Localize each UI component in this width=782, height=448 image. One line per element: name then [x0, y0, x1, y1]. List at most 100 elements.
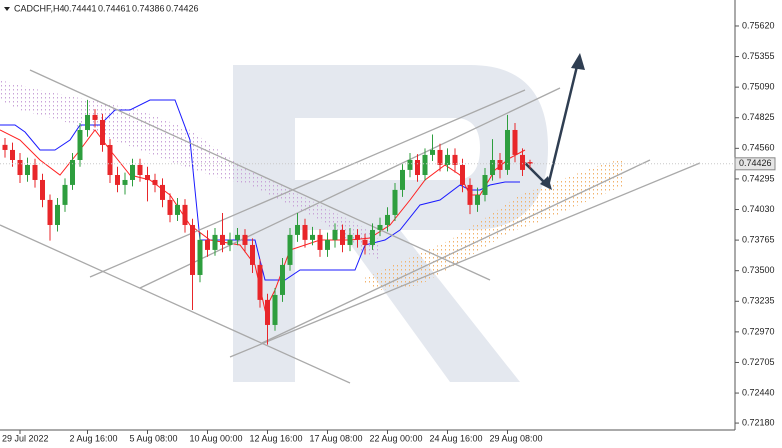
- forecast-arrow: [524, 53, 585, 190]
- candle-body: [175, 204, 180, 215]
- candle-body: [482, 175, 488, 195]
- watermark: [233, 65, 548, 382]
- candle-body: [25, 164, 30, 176]
- candle-body: [220, 234, 225, 245]
- candle-body: [77, 129, 83, 160]
- candle-body: [355, 234, 360, 240]
- candle-body: [190, 224, 195, 275]
- x-tick-label: 22 Aug 00:00: [370, 433, 423, 443]
- candle-body: [467, 184, 473, 205]
- candle-body: [527, 162, 533, 164]
- open-value: 0.74441: [64, 3, 97, 13]
- candle-body: [250, 244, 255, 265]
- plot: [2, 99, 533, 345]
- candle-body: [227, 239, 233, 245]
- y-tick-label: 0.72705: [742, 357, 775, 367]
- candle-body: [130, 164, 135, 180]
- candle-body: [347, 234, 353, 245]
- candle-body: [310, 234, 315, 240]
- candle-body: [70, 159, 75, 185]
- symbol: CADCHF,H4: [14, 3, 65, 13]
- candle-body: [242, 234, 248, 245]
- candle-body: [400, 169, 405, 190]
- low-value: 0.74386: [132, 3, 165, 13]
- x-tick-label: 2 Aug 16:00: [70, 433, 118, 443]
- y-tick-label: 0.74295: [742, 173, 775, 183]
- candle-body: [107, 144, 113, 176]
- y-tick-label: 0.75620: [742, 20, 775, 30]
- y-tick-label: 0.73235: [742, 296, 775, 306]
- candle-body: [287, 234, 293, 265]
- candle-body: [430, 149, 435, 155]
- candle-body: [235, 234, 240, 240]
- candle-body: [362, 239, 368, 245]
- candle-body: [212, 234, 218, 250]
- candle-body: [325, 239, 330, 250]
- candle-body: [445, 154, 450, 165]
- candle-body: [145, 175, 150, 180]
- trendlines: [0, 69, 701, 384]
- candle-body: [280, 264, 285, 295]
- y-tick-label: 0.74030: [742, 204, 775, 214]
- candle-body: [475, 194, 480, 205]
- candle-body: [497, 159, 503, 170]
- candle-body: [167, 199, 173, 215]
- candle-body: [407, 159, 413, 170]
- candle-body: [47, 199, 53, 225]
- candle-body: [122, 179, 128, 185]
- x-tick-label: 5 Aug 08:00: [130, 433, 178, 443]
- candle-body: [332, 229, 338, 240]
- candle-body: [160, 184, 165, 200]
- candle-body: [460, 164, 465, 185]
- y-tick-label: 0.72180: [742, 417, 775, 427]
- candle-body: [452, 154, 458, 165]
- candle-body: [385, 214, 390, 225]
- y-tick-label: 0.73500: [742, 265, 775, 275]
- candle-body: [370, 229, 375, 245]
- candle-body: [437, 149, 443, 165]
- candle-body: [205, 239, 210, 250]
- candle-body: [62, 184, 68, 205]
- y-tick-label: 0.72970: [742, 326, 775, 336]
- candle-body: [295, 224, 300, 235]
- y-tick-label: 0.73765: [742, 234, 775, 244]
- y-tick-label: 0.72440: [742, 387, 775, 397]
- candle-body: [490, 159, 495, 176]
- candle-body: [92, 114, 98, 120]
- candle-body: [2, 144, 8, 150]
- candle-body: [392, 189, 398, 215]
- candle-body: [505, 129, 510, 170]
- candle-body: [182, 204, 188, 225]
- candle-body: [340, 229, 345, 245]
- candle-body: [10, 149, 15, 160]
- candle-body: [197, 239, 203, 275]
- candle-body: [115, 175, 120, 185]
- x-tick-label: 24 Aug 16:00: [430, 433, 483, 443]
- y-tick-label: 0.75355: [742, 51, 775, 61]
- price-tag-label: 0.74426: [739, 158, 772, 168]
- high-value: 0.74461: [98, 3, 131, 13]
- price-tag: [734, 157, 776, 171]
- candle-body: [257, 264, 263, 300]
- header: CADCHF,H4 0.74441 0.74461 0.74386 0.7442…: [4, 3, 199, 13]
- y-tick-label: 0.74825: [742, 112, 775, 122]
- candle-body: [302, 224, 308, 240]
- y-tick-label: 0.75090: [742, 82, 775, 92]
- candle-body: [512, 129, 518, 155]
- candle-body: [317, 234, 323, 250]
- candle-body: [100, 119, 105, 145]
- candle-body: [377, 224, 383, 230]
- x-tick-label: 10 Aug 00:00: [190, 433, 243, 443]
- close-value: 0.74426: [166, 3, 199, 13]
- x-tick-label: 29 Jul 2022: [2, 433, 49, 443]
- x-tick-label: 17 Aug 08:00: [310, 433, 363, 443]
- candle-body: [422, 154, 428, 176]
- candle-body: [152, 179, 158, 185]
- candle-body: [137, 164, 143, 176]
- y-tick-label: 0.74560: [742, 143, 775, 153]
- x-tick-label: 29 Aug 08:00: [490, 433, 543, 443]
- candle-body: [265, 299, 270, 325]
- candle-body: [272, 294, 278, 325]
- candle-body: [32, 164, 38, 180]
